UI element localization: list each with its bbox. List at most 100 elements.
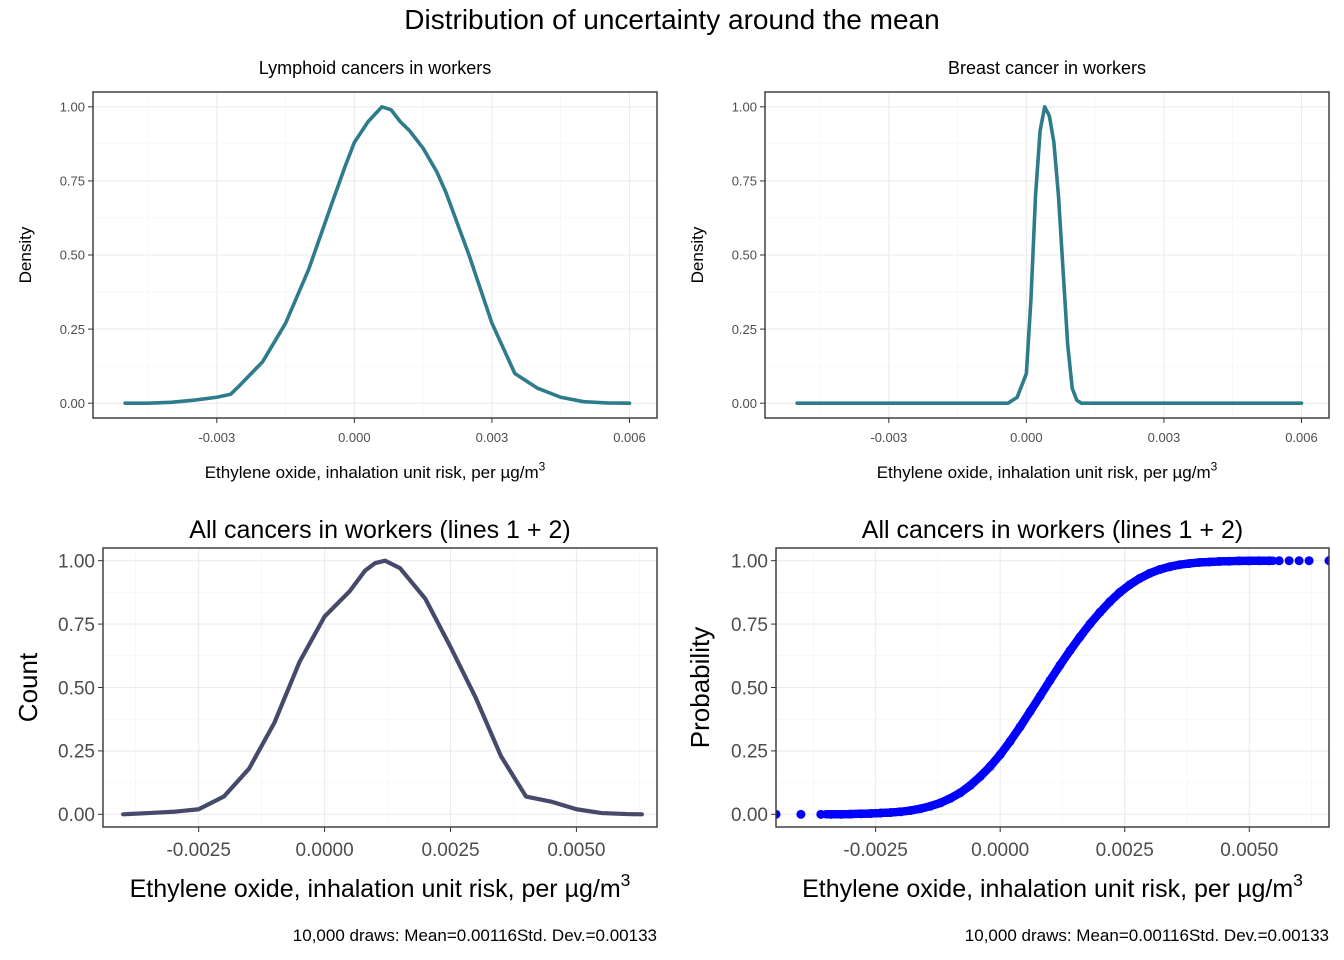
data-point	[1294, 556, 1304, 566]
y-tick-label: 0.00	[60, 396, 85, 411]
y-tick-label: 1.00	[60, 99, 85, 114]
data-point	[1025, 707, 1035, 717]
data-point	[816, 809, 826, 819]
data-point	[1254, 556, 1264, 566]
data-point	[1105, 597, 1115, 607]
data-point	[876, 808, 886, 818]
y-tick-label: 0.25	[732, 322, 757, 337]
caption: 10,000 draws: Mean=0.00116Std. Dev.=0.00…	[293, 926, 657, 945]
x-tick-label: 0.0025	[1096, 840, 1154, 861]
data-point	[896, 807, 906, 817]
y-tick-label: 0.00	[732, 396, 757, 411]
data-point	[1135, 573, 1145, 583]
data-point	[906, 806, 916, 816]
data-point	[1145, 568, 1155, 578]
chart-panel-3: -0.0025 0.0000 0.0025 0.0050 0.00 0.25 0.50 0.7…	[13, 516, 658, 945]
y-tick-label: 1.00	[731, 552, 768, 573]
data-point	[965, 780, 975, 790]
x-tick-label: 0.003	[476, 430, 509, 445]
data-point	[985, 761, 995, 771]
x-axis-label: Ethylene oxide, inhalation unit risk, pe…	[130, 870, 631, 903]
y-tick-label: 0.25	[731, 742, 768, 763]
data-point	[1244, 556, 1254, 566]
y-tick-label: 1.00	[58, 552, 95, 573]
y-tick-label: 0.75	[732, 174, 757, 189]
y-tick-label: 1.00	[732, 99, 757, 114]
data-point	[796, 809, 806, 819]
x-tick-label: 0.000	[338, 430, 371, 445]
data-point	[1085, 619, 1095, 629]
x-tick-label: 0.006	[1285, 430, 1318, 445]
y-tick-label: 0.50	[60, 248, 85, 263]
x-tick-label: -0.0025	[166, 840, 230, 861]
data-point	[826, 809, 836, 819]
y-tick-label: 0.25	[60, 322, 85, 337]
y-tick-label: 0.75	[58, 615, 95, 636]
data-point	[886, 808, 896, 818]
data-point	[1035, 691, 1045, 701]
x-tick-label: -0.003	[198, 430, 235, 445]
y-axis-label: Count	[13, 652, 43, 722]
data-point	[1224, 556, 1234, 566]
x-tick-label: 0.0000	[971, 840, 1029, 861]
data-point	[1175, 560, 1185, 570]
caption: 10,000 draws: Mean=0.00116Std. Dev.=0.00…	[965, 926, 1329, 945]
data-point	[1284, 556, 1294, 566]
data-point	[1274, 556, 1284, 566]
figure-title: Distribution of uncertainty around the m…	[404, 4, 940, 35]
panel-title: All cancers in workers (lines 1 + 2)	[862, 516, 1243, 544]
density-line	[121, 558, 644, 817]
data-point	[1125, 580, 1135, 590]
data-point	[1065, 646, 1075, 656]
data-point	[1264, 556, 1274, 566]
y-tick-label: 0.75	[731, 615, 768, 636]
data-point	[1165, 562, 1175, 572]
y-axis-label: Probability	[685, 627, 715, 748]
y-tick-label: 0.25	[58, 742, 95, 763]
x-tick-label: 0.0050	[1220, 840, 1278, 861]
data-point	[1185, 558, 1195, 568]
y-tick-label: 0.00	[731, 805, 768, 826]
x-tick-label: -0.003	[870, 430, 907, 445]
data-point	[1045, 675, 1055, 685]
x-tick-label: 0.0000	[296, 840, 354, 861]
data-point	[1214, 556, 1224, 566]
data-point	[1015, 722, 1025, 732]
x-tick-label: 0.0050	[547, 840, 605, 861]
data-point	[866, 809, 876, 819]
y-tick-label: 0.50	[731, 678, 768, 699]
x-tick-label: -0.0025	[843, 840, 907, 861]
data-point	[836, 809, 846, 819]
x-axis-label: Ethylene oxide, inhalation unit risk, pe…	[205, 459, 546, 482]
y-tick-label: 0.50	[732, 248, 757, 263]
data-point	[1304, 556, 1314, 566]
x-tick-label: 0.003	[1148, 430, 1181, 445]
chart-panel-2: -0.003 0.000 0.003 0.006 0.00 0.25 0.50 0.75 1.0…	[688, 58, 1330, 482]
x-axis-label: Ethylene oxide, inhalation unit risk, pe…	[802, 870, 1303, 903]
x-tick-label: 0.000	[1010, 430, 1043, 445]
data-point	[1204, 557, 1214, 567]
data-point	[1115, 587, 1125, 597]
chart-panel-1: -0.003 0.000 0.003 0.006 0.00 0.25 0.50 0.75 1.0…	[16, 58, 658, 482]
data-point	[1075, 632, 1085, 642]
panel-title: Lymphoid cancers in workers	[259, 58, 491, 78]
y-axis-label: Density	[16, 226, 35, 283]
x-axis-label: Ethylene oxide, inhalation unit risk, pe…	[877, 459, 1218, 482]
panel-title: Breast cancer in workers	[948, 58, 1146, 78]
data-point	[1155, 565, 1165, 575]
data-point	[1194, 557, 1204, 567]
data-point	[915, 804, 925, 814]
data-point	[846, 809, 856, 819]
data-point	[1095, 607, 1105, 617]
data-point	[975, 772, 985, 782]
y-tick-label: 0.50	[58, 678, 95, 699]
data-point	[776, 809, 781, 819]
y-tick-label: 0.00	[58, 805, 95, 826]
density-line	[795, 105, 1304, 405]
data-point	[856, 809, 866, 819]
data-point	[1234, 556, 1244, 566]
data-point	[1324, 556, 1329, 566]
data-point	[955, 788, 965, 798]
scatter-points	[776, 556, 1329, 819]
chart-panel-4: -0.0025 0.0000 0.0025 0.0050 0.00 0.25 0.50 0.7…	[685, 516, 1330, 945]
